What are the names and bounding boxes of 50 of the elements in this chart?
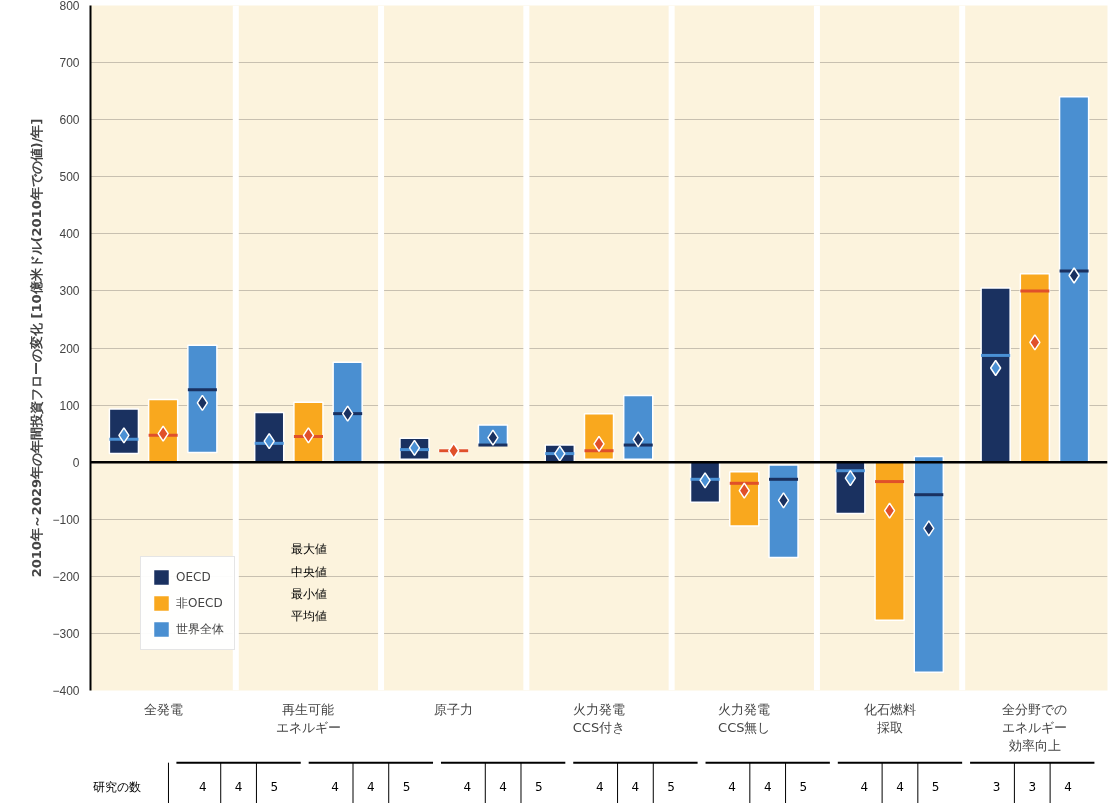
- y-axis-title: 2010年～2029年の年間投資フローの変化 [10億米ドル(2010年での値)/年]: [29, 118, 45, 578]
- text: 4: [860, 780, 869, 795]
- annotation: 中央値: [290, 564, 327, 579]
- legend-label: 非OECD: [176, 594, 223, 612]
- y-tick-label: −400: [52, 684, 80, 698]
- x-tick-label: 火力発電 CCS付き: [572, 701, 626, 735]
- y-tick-label: 200: [59, 341, 80, 356]
- text: 4: [199, 780, 207, 795]
- legend-label: 世界全体: [176, 620, 224, 638]
- text: 4: [728, 780, 736, 795]
- text: 4: [499, 780, 507, 795]
- text: 研究の数: [93, 779, 142, 794]
- text: 5: [535, 780, 543, 795]
- text: 4: [463, 780, 472, 795]
- text: 4: [367, 780, 375, 795]
- text: 4: [1064, 780, 1072, 795]
- y-tick-label: 800: [59, 0, 80, 13]
- text: 5: [667, 780, 675, 795]
- y-tick-label: −300: [52, 626, 80, 641]
- text: 5: [270, 780, 279, 795]
- text: 4: [631, 780, 640, 795]
- text: 4: [896, 780, 904, 795]
- text: 5: [799, 780, 808, 795]
- x-tick-label: 全分野でのエネルギー効率向上: [1002, 701, 1068, 753]
- legend-label: OECD: [176, 570, 211, 584]
- text: 5: [402, 780, 411, 795]
- y-tick-label: 400: [59, 227, 80, 242]
- y-tick-label: 600: [59, 113, 80, 128]
- text: 5: [931, 780, 940, 795]
- text: 3: [1028, 780, 1037, 795]
- y-tick-label: 700: [59, 56, 80, 71]
- x-tick-label: 全発電: [143, 701, 183, 717]
- text: 4: [595, 780, 604, 795]
- annotation: 平均値: [290, 608, 327, 623]
- x-tick-label: 再生可能エネルギー: [275, 701, 341, 735]
- text: 4: [331, 780, 339, 795]
- y-tick-label: −100: [52, 512, 80, 527]
- y-tick-label: 100: [59, 398, 80, 413]
- y-tick-label: −200: [52, 569, 80, 584]
- text: 3: [992, 780, 1001, 795]
- annotation: 最大値: [290, 542, 327, 557]
- y-tick-label: 500: [59, 170, 80, 185]
- x-tick-label: 火力発電 CCS無し: [718, 701, 771, 735]
- text: 4: [234, 780, 243, 795]
- text: 4: [763, 780, 772, 795]
- x-tick-label: 原子力: [434, 701, 474, 717]
- y-tick-label: 0: [72, 455, 80, 470]
- x-tick-label: 化石燃料採取: [863, 701, 916, 735]
- annotation: 最小値: [290, 586, 327, 601]
- y-tick-label: 300: [59, 284, 80, 299]
